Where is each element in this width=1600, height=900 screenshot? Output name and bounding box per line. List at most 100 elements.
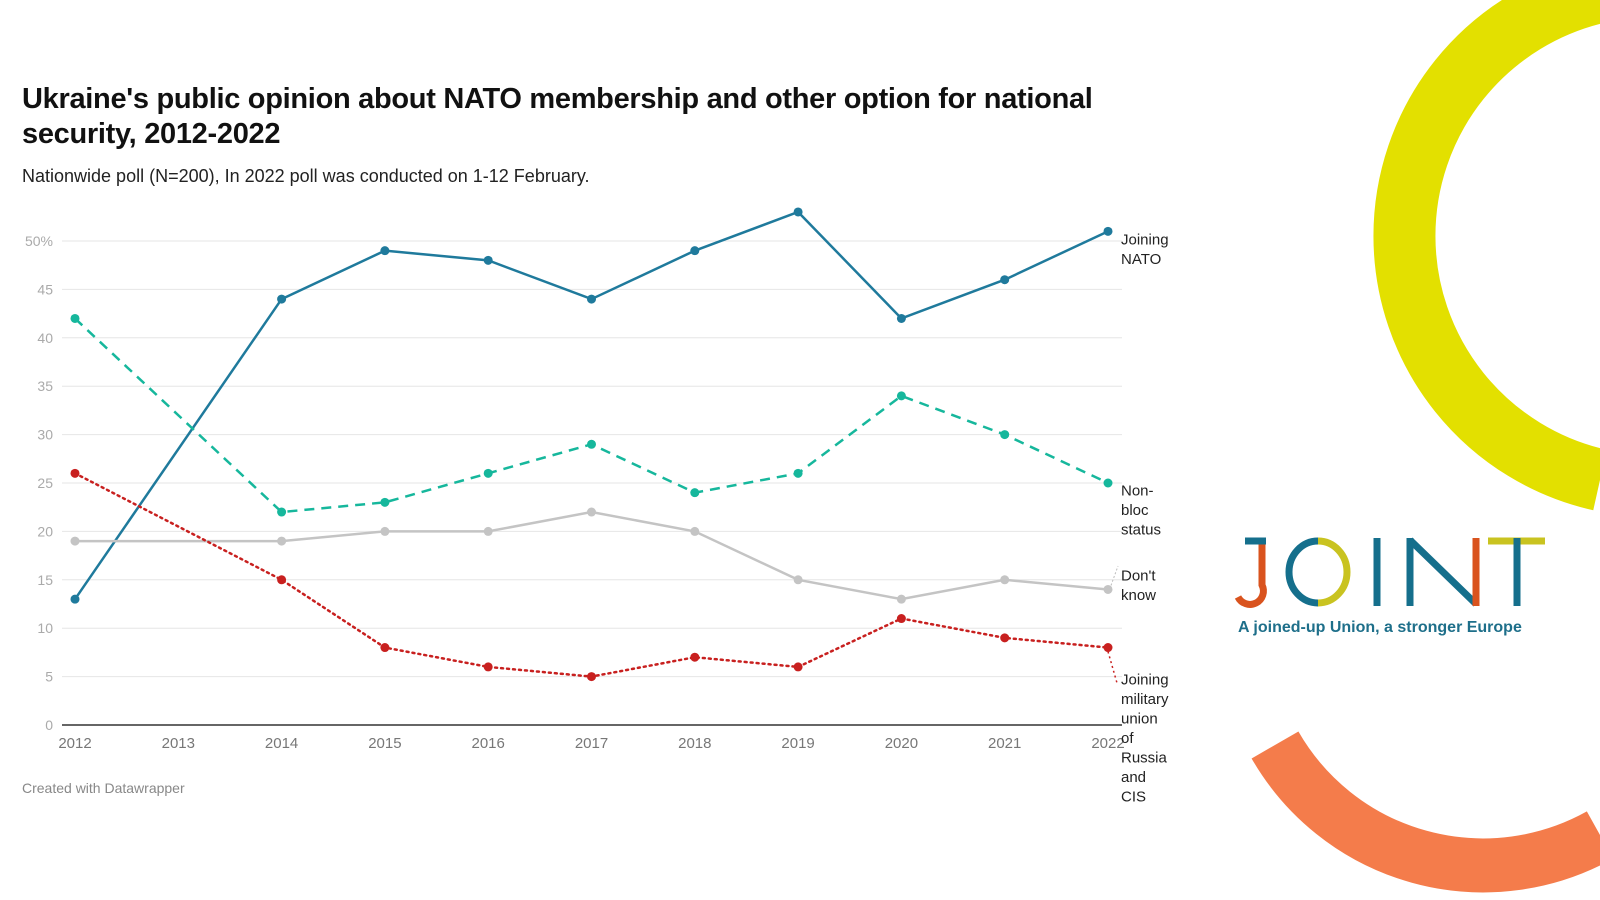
series-label: of: [1121, 730, 1134, 747]
data-point: [587, 507, 596, 517]
data-point: [70, 313, 80, 323]
data-point: [793, 575, 803, 585]
series-label: CIS: [1121, 788, 1146, 805]
series-label: Non-: [1121, 482, 1154, 499]
orange-arc-decoration: [1251, 731, 1600, 893]
data-point: [1000, 430, 1010, 440]
series-label: Russia: [1121, 749, 1168, 766]
x-tick-label: 2021: [988, 735, 1021, 752]
series-label: and: [1121, 769, 1146, 786]
x-tick-label: 2018: [678, 735, 711, 752]
y-axis-ticks: 0 5 10 15 20 25 30 35 40 45 50%: [25, 233, 53, 733]
data-point: [793, 468, 803, 478]
y-tick-label: 50%: [25, 233, 53, 249]
data-point: [277, 575, 287, 585]
x-tick-label: 2016: [472, 735, 505, 752]
x-tick-label: 2012: [58, 735, 91, 752]
series-labels: Joining NATO Non-bloc status Don't know Joinin…: [1107, 231, 1169, 805]
x-tick-label: 2019: [781, 735, 814, 752]
series-label: union: [1121, 710, 1158, 727]
data-point: [1000, 275, 1010, 285]
data-point: [380, 246, 390, 256]
chart-title: Ukraine's public opinion about NATO memb…: [22, 83, 1093, 150]
data-point: [380, 643, 390, 653]
data-point: [483, 662, 493, 672]
data-point: [690, 246, 700, 256]
series-label: bloc: [1121, 502, 1149, 519]
x-axis-ticks: 2012 2013 2014 2015 2016 2017 2018 2019 2020 2021…: [58, 735, 1124, 752]
data-point: [70, 536, 80, 546]
series-line-joining-military-union-of-russia-and-cis: [73, 472, 1110, 678]
data-point: [70, 594, 80, 604]
logo-letter-n: [1406, 537, 1480, 607]
data-point: [690, 526, 700, 536]
data-point: [1103, 584, 1113, 594]
data-point: [896, 313, 906, 323]
y-tick-label: 40: [37, 330, 53, 346]
data-point: [483, 526, 493, 536]
y-tick-label: 10: [37, 620, 53, 636]
y-tick-label: 5: [45, 669, 53, 685]
series-label: status: [1121, 521, 1161, 538]
label-connector: [1107, 651, 1118, 684]
series-line-joining-nato: [73, 210, 1109, 600]
series-line-don-t-know: [75, 510, 1109, 601]
logo-letter-j: [1234, 537, 1267, 608]
series-points: [70, 207, 1113, 682]
chart-subtitle: Nationwide poll (N=200), In 2022 poll wa…: [22, 166, 590, 186]
label-connector: [1110, 565, 1119, 586]
datawrapper-credit: Created with Datawrapper: [22, 780, 185, 796]
yellow-arc-decoration: [1373, 0, 1600, 511]
x-tick-label: 2014: [265, 735, 298, 752]
data-point: [1000, 575, 1010, 585]
data-point: [690, 488, 700, 498]
data-point: [277, 294, 287, 304]
data-point: [1000, 633, 1010, 643]
data-point: [587, 294, 596, 304]
y-tick-label: 25: [37, 475, 53, 491]
series-label: know: [1121, 587, 1156, 604]
x-tick-label: 2013: [162, 735, 195, 752]
series-label: NATO: [1121, 251, 1161, 268]
series-line-non-bloc-status: [74, 317, 1109, 514]
data-point: [483, 255, 493, 265]
x-tick-label: 2015: [368, 735, 401, 752]
data-point: [277, 507, 287, 517]
logo-letter-t: [1488, 537, 1545, 606]
data-point: [896, 391, 906, 401]
series-label: Joining: [1121, 231, 1169, 248]
y-tick-label: 45: [37, 281, 53, 297]
data-point: [793, 207, 803, 217]
y-tick-label: 15: [37, 572, 53, 588]
data-point: [380, 526, 390, 536]
series-label: Joining: [1121, 671, 1169, 688]
y-tick-label: 0: [45, 717, 53, 733]
x-tick-label: 2020: [885, 735, 918, 752]
data-point: [793, 662, 803, 672]
logo-letter-o: [1285, 537, 1351, 607]
series-label: Don't: [1121, 567, 1156, 584]
y-tick-label: 35: [37, 378, 53, 394]
data-point: [1103, 478, 1113, 488]
data-point: [1103, 643, 1113, 653]
data-point: [380, 497, 390, 507]
data-point: [896, 614, 906, 624]
data-point: [1103, 226, 1113, 236]
y-tick-label: 30: [37, 427, 53, 443]
data-point: [70, 468, 80, 478]
data-point: [896, 594, 906, 604]
data-point: [690, 652, 700, 662]
x-tick-label: 2017: [575, 735, 608, 752]
series-label: military: [1121, 691, 1169, 708]
data-point: [587, 439, 596, 449]
data-point: [587, 672, 596, 682]
x-tick-label: 2022: [1091, 735, 1124, 752]
data-point: [277, 536, 287, 546]
y-tick-label: 20: [37, 523, 53, 539]
data-point: [483, 468, 493, 478]
logo-tagline: A joined-up Union, a stronger Europe: [1238, 619, 1522, 636]
series-lines: [73, 210, 1110, 678]
